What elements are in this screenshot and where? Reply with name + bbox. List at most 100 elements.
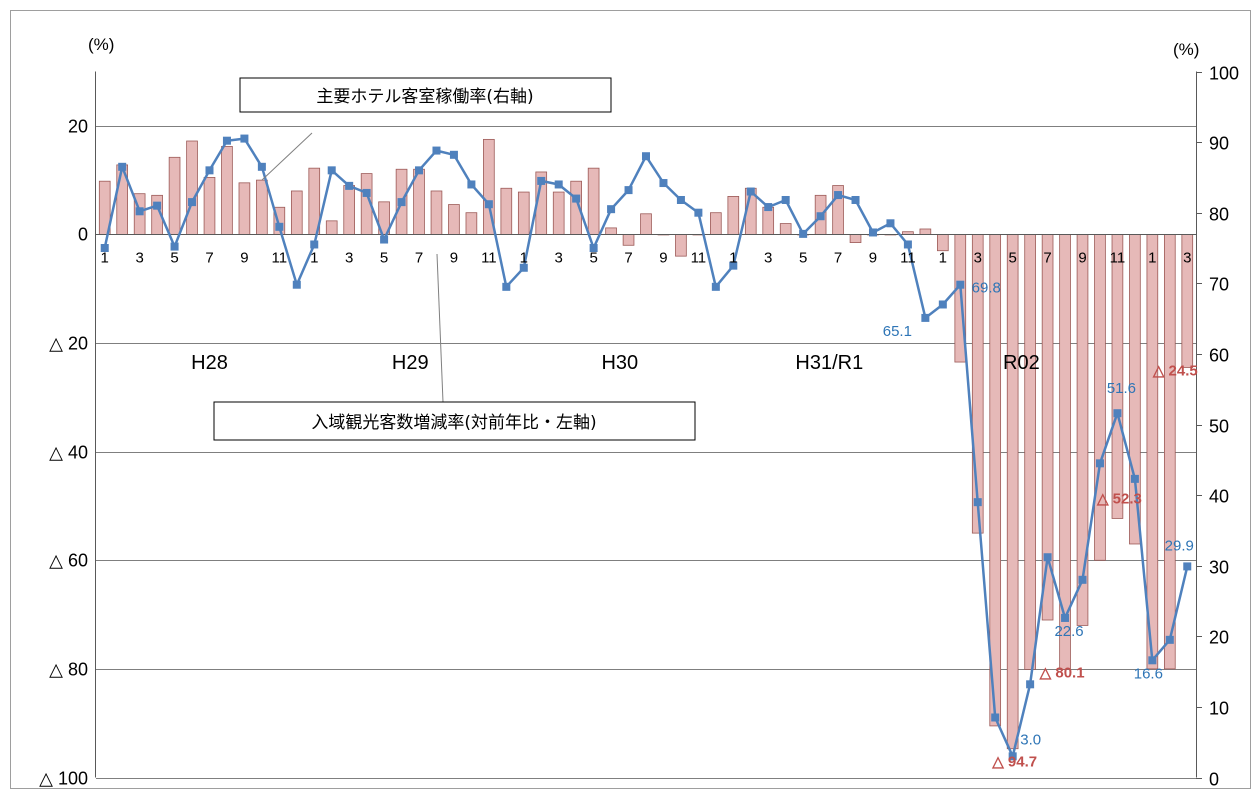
month-label: 5 bbox=[799, 249, 807, 266]
bar bbox=[850, 234, 861, 242]
line-marker bbox=[764, 203, 772, 211]
bar bbox=[728, 196, 739, 234]
bar bbox=[518, 192, 529, 234]
line-marker bbox=[625, 186, 633, 194]
line-marker bbox=[886, 219, 894, 227]
line-marker bbox=[485, 200, 493, 208]
line-marker bbox=[939, 300, 947, 308]
bar-data-label: △ 94.7 bbox=[991, 754, 1037, 771]
line-marker bbox=[1096, 459, 1104, 467]
month-label: 11 bbox=[481, 249, 497, 266]
line-marker bbox=[834, 191, 842, 199]
line-marker bbox=[240, 135, 248, 143]
line-marker bbox=[956, 281, 964, 289]
bar bbox=[169, 157, 180, 234]
month-label: 3 bbox=[345, 249, 353, 266]
bar bbox=[676, 234, 687, 256]
line-marker bbox=[537, 177, 545, 185]
bar bbox=[1095, 234, 1106, 560]
month-label: 7 bbox=[834, 249, 842, 266]
line-marker bbox=[991, 713, 999, 721]
month-label: 11 bbox=[272, 249, 288, 266]
month-label: 3 bbox=[135, 249, 143, 266]
line-marker bbox=[1183, 562, 1191, 570]
right-axis-unit: (%) bbox=[1173, 40, 1199, 59]
right-tick-label: 30 bbox=[1209, 558, 1229, 578]
line-marker bbox=[380, 236, 388, 244]
line-marker bbox=[223, 137, 231, 145]
line-marker bbox=[677, 196, 685, 204]
right-tick-label: 100 bbox=[1209, 64, 1239, 84]
bar bbox=[187, 141, 198, 234]
line-data-label: 65.1 bbox=[883, 323, 912, 340]
right-tick-label: 60 bbox=[1209, 346, 1229, 366]
month-label: 1 bbox=[939, 249, 947, 266]
bar bbox=[937, 234, 948, 250]
year-label: H29 bbox=[392, 352, 429, 374]
right-tick-label: 90 bbox=[1209, 134, 1229, 154]
line-marker bbox=[1061, 614, 1069, 622]
bar bbox=[1025, 234, 1036, 669]
line-marker bbox=[1113, 409, 1121, 417]
month-label: 3 bbox=[1183, 249, 1191, 266]
line-marker bbox=[118, 163, 126, 171]
line-marker bbox=[328, 166, 336, 174]
left-axis-unit: (%) bbox=[88, 35, 114, 54]
line-marker bbox=[415, 166, 423, 174]
left-tick-label: △ 60 bbox=[49, 551, 88, 571]
line-marker bbox=[450, 151, 458, 159]
month-label: 5 bbox=[589, 249, 597, 266]
bar-data-label: △ 52.3 bbox=[1096, 490, 1142, 507]
line-marker bbox=[852, 196, 860, 204]
month-label: 11 bbox=[691, 249, 707, 266]
left-tick-label: 20 bbox=[68, 117, 88, 137]
line-marker bbox=[258, 163, 266, 171]
year-label: H28 bbox=[191, 352, 228, 374]
right-tick-label: 80 bbox=[1209, 205, 1229, 225]
month-label: 9 bbox=[869, 249, 877, 266]
line-data-label: 29.9 bbox=[1165, 537, 1194, 554]
left-tick-label: △ 80 bbox=[49, 660, 88, 680]
bar bbox=[1147, 234, 1158, 668]
year-label: H30 bbox=[601, 352, 638, 374]
bar bbox=[710, 213, 721, 235]
month-label: 9 bbox=[659, 249, 667, 266]
line-marker bbox=[607, 205, 615, 213]
bar bbox=[1112, 234, 1123, 518]
bar bbox=[239, 183, 250, 235]
line-marker bbox=[869, 228, 877, 236]
bar bbox=[1077, 234, 1088, 625]
left-tick-label: 0 bbox=[78, 225, 88, 245]
bar-data-label: △ 80.1 bbox=[1039, 664, 1085, 681]
year-label: R02 bbox=[1003, 352, 1040, 374]
line-data-label: 22.6 bbox=[1054, 623, 1083, 640]
legend-line-label: 主要ホテル客室稼働率(右軸) bbox=[316, 87, 533, 107]
line-data-label: 3.0 bbox=[1020, 731, 1041, 748]
line-marker bbox=[398, 198, 406, 206]
bar bbox=[623, 234, 634, 245]
month-label: 7 bbox=[205, 249, 213, 266]
line-marker bbox=[1026, 680, 1034, 688]
right-tick-label: 0 bbox=[1209, 770, 1219, 790]
year-label: H31/R1 bbox=[795, 352, 863, 374]
month-label: 5 bbox=[170, 249, 178, 266]
bar bbox=[641, 214, 652, 235]
line-marker bbox=[502, 283, 510, 291]
bar bbox=[553, 192, 564, 234]
line-marker bbox=[432, 147, 440, 155]
month-label: 5 bbox=[1008, 249, 1016, 266]
line-marker bbox=[293, 281, 301, 289]
line-marker bbox=[642, 152, 650, 160]
bar bbox=[920, 229, 931, 234]
line-marker bbox=[1148, 656, 1156, 664]
line-marker bbox=[1079, 576, 1087, 584]
line-marker bbox=[694, 209, 702, 217]
left-tick-label: △ 20 bbox=[49, 334, 88, 354]
line-marker bbox=[467, 180, 475, 188]
month-label: 11 bbox=[900, 249, 916, 266]
bar bbox=[606, 228, 617, 235]
month-label: 7 bbox=[624, 249, 632, 266]
month-label: 9 bbox=[450, 249, 458, 266]
month-label: 3 bbox=[764, 249, 772, 266]
